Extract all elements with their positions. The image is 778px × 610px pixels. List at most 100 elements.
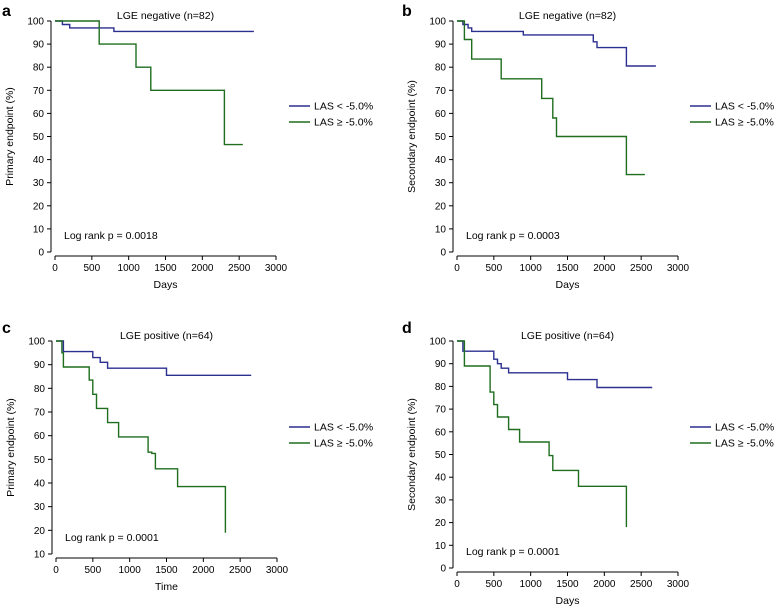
- y-tick-label: 80: [34, 384, 46, 395]
- y-tick-label: 80: [435, 63, 447, 74]
- y-tick-label: 90: [435, 359, 447, 370]
- x-tick-label: 2000: [191, 263, 214, 274]
- log-rank-annotation: Log rank p = 0.0001: [466, 546, 560, 558]
- y-tick-label: 100: [27, 17, 44, 28]
- x-tick-label: 500: [485, 579, 502, 590]
- y-tick-label: 70: [435, 405, 447, 416]
- y-tick-label: 40: [33, 155, 45, 166]
- y-tick-label: 10: [33, 224, 45, 235]
- y-axis-label: Primary endpoint (%): [4, 87, 16, 186]
- panel-letter: c: [2, 320, 11, 337]
- series-line-las-above: [55, 20, 243, 146]
- legend-label: LAS < -5.0%: [314, 422, 373, 434]
- x-axis-label: Days: [556, 595, 580, 607]
- chart-panel-c: c LGE positive (n=64) 0 500 1000 1500 2000 2500…: [2, 320, 373, 593]
- chart-title: LGE negative (n=82): [117, 10, 214, 22]
- x-tick-label: 2500: [228, 263, 251, 274]
- y-tick-label: 40: [34, 479, 46, 490]
- x-tick-label: 1000: [520, 263, 543, 274]
- y-tick-label: 20: [435, 518, 447, 529]
- x-tick-label: 500: [83, 263, 100, 274]
- y-tick-label: 50: [34, 455, 46, 466]
- series-line-las-below: [56, 340, 252, 376]
- y-tick-label: 60: [435, 427, 447, 438]
- x-tick-label: 3000: [667, 263, 690, 274]
- series-line-las-above: [457, 20, 645, 176]
- legend-label: LAS < -5.0%: [715, 101, 774, 113]
- x-tick-label: 2000: [593, 579, 616, 590]
- series-line-las-below: [55, 20, 254, 33]
- x-tick-label: 0: [53, 565, 59, 576]
- y-tick-label: 80: [33, 63, 45, 74]
- y-tick-label: 90: [34, 360, 46, 371]
- x-tick-label: 3000: [265, 263, 288, 274]
- y-tick-label: 100: [429, 337, 446, 348]
- legend-label: LAS < -5.0%: [314, 101, 373, 113]
- y-tick-label: 70: [435, 86, 447, 97]
- chart-title: LGE positive (n=64): [120, 330, 213, 342]
- x-tick-label: 500: [485, 263, 502, 274]
- legend-label: LAS ≥ -5.0%: [314, 438, 373, 450]
- y-tick-label: 40: [435, 155, 447, 166]
- y-tick-label: 70: [34, 408, 46, 419]
- y-tick-label: 100: [429, 17, 446, 28]
- y-tick-label: 20: [34, 526, 46, 537]
- y-tick-label: 60: [435, 109, 447, 120]
- x-tick-label: 3000: [667, 579, 690, 590]
- x-tick-label: 1500: [155, 565, 178, 576]
- x-axis-label: Days: [154, 279, 178, 291]
- y-tick-label: 20: [435, 201, 447, 212]
- y-tick-label: 90: [33, 40, 45, 51]
- y-tick-label: 10: [435, 541, 447, 552]
- log-rank-annotation: Log rank p = 0.0001: [65, 532, 159, 544]
- y-tick-label: 50: [33, 132, 45, 143]
- x-tick-label: 2000: [593, 263, 616, 274]
- panel-letter: a: [2, 3, 11, 20]
- y-tick-label: 50: [435, 450, 447, 461]
- x-tick-label: 1500: [556, 579, 579, 590]
- x-tick-label: 500: [84, 565, 101, 576]
- x-tick-label: 2500: [630, 579, 653, 590]
- x-axis-label: Days: [556, 279, 580, 291]
- y-tick-label: 0: [38, 248, 44, 259]
- x-tick-label: 0: [454, 263, 460, 274]
- x-tick-label: 0: [52, 263, 58, 274]
- x-tick-label: 3000: [266, 565, 289, 576]
- y-tick-label: 20: [33, 201, 45, 212]
- y-tick-label: 100: [28, 337, 45, 348]
- x-tick-label: 0: [454, 579, 460, 590]
- y-tick-label: 30: [435, 495, 447, 506]
- x-axis-label: Time: [155, 581, 178, 593]
- y-tick-label: 10: [34, 550, 46, 561]
- series-line-las-below: [457, 20, 656, 67]
- log-rank-annotation: Log rank p = 0.0018: [64, 230, 158, 242]
- series-line-las-above: [56, 340, 227, 533]
- y-tick-label: 10: [435, 224, 447, 235]
- x-tick-label: 1000: [118, 263, 141, 274]
- y-tick-label: 40: [435, 473, 447, 484]
- y-tick-label: 30: [435, 178, 447, 189]
- panel-letter: d: [402, 320, 412, 337]
- x-tick-label: 1000: [520, 579, 543, 590]
- chart-panel-b: b LGE negative (n=82)0 500 1000 1500 2000 2500…: [402, 3, 774, 291]
- log-rank-annotation: Log rank p = 0.0003: [466, 230, 560, 242]
- y-tick-label: 60: [34, 431, 46, 442]
- chart-title: LGE positive (n=64): [521, 330, 614, 342]
- legend-label: LAS ≥ -5.0%: [314, 117, 373, 129]
- legend-label: LAS < -5.0%: [715, 422, 774, 434]
- chart-panel-d: d LGE positive (n=64) 0 500 1000 1500 2000 2500…: [402, 320, 774, 607]
- x-tick-label: 2500: [229, 565, 252, 576]
- y-tick-label: 90: [435, 40, 447, 51]
- y-tick-label: 70: [33, 86, 45, 97]
- x-tick-label: 2500: [630, 263, 653, 274]
- x-tick-label: 1500: [154, 263, 177, 274]
- y-tick-label: 30: [34, 502, 46, 513]
- y-tick-label: 30: [33, 178, 45, 189]
- y-axis-label: Primary endpoint (%): [5, 398, 17, 497]
- x-tick-label: 1000: [119, 565, 142, 576]
- y-tick-label: 50: [435, 132, 447, 143]
- x-tick-label: 2000: [192, 565, 215, 576]
- legend-label: LAS ≥ -5.0%: [715, 438, 774, 450]
- panel-letter: b: [402, 3, 412, 20]
